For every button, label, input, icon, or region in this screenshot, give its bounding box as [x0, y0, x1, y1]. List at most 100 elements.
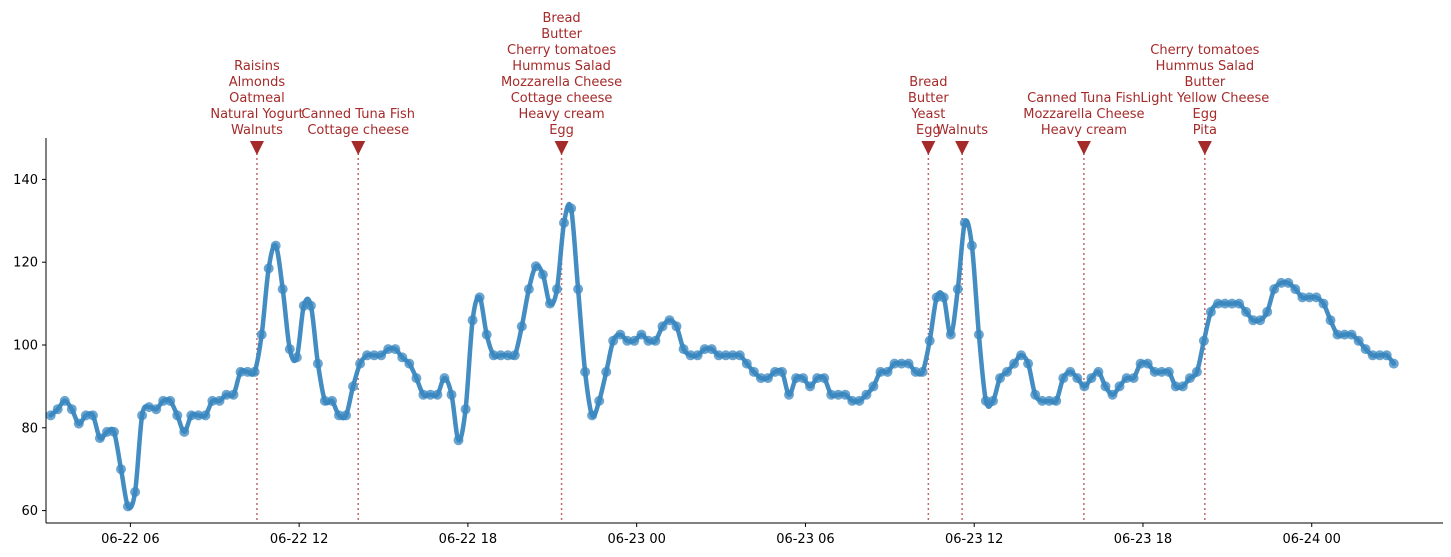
data-point-179	[1304, 292, 1315, 303]
data-point-81	[615, 329, 626, 340]
data-point-9	[109, 426, 119, 437]
data-point-137	[1009, 358, 1020, 369]
meal-label-6-5: Pita	[1193, 123, 1217, 138]
data-point-20	[186, 410, 197, 421]
data-point-100	[748, 366, 759, 377]
data-point-181	[1318, 298, 1329, 309]
meal-label-5-1: Mozzarella Cheese	[1023, 107, 1144, 122]
data-point-54	[425, 389, 436, 400]
data-point-147	[1079, 381, 1090, 392]
data-point-191	[1388, 358, 1399, 369]
data-point-6	[87, 410, 98, 421]
data-point-142	[1044, 395, 1055, 406]
data-point-97	[727, 350, 738, 361]
data-point-26	[228, 389, 239, 400]
data-point-168	[1227, 298, 1237, 309]
data-point-123	[910, 366, 921, 377]
data-point-0	[45, 410, 56, 421]
meal-label-0-1: Almonds	[229, 75, 286, 90]
y-tick-label-4: 140	[13, 173, 38, 188]
data-point-85	[643, 335, 654, 346]
data-point-76	[580, 366, 591, 377]
meal-label-6-2: Butter	[1184, 75, 1225, 90]
data-point-48	[383, 344, 394, 355]
data-point-178	[1297, 292, 1308, 303]
data-point-83	[629, 335, 640, 346]
data-point-114	[847, 395, 858, 406]
data-point-119	[882, 366, 893, 377]
data-point-89	[671, 321, 682, 332]
data-point-37	[305, 300, 316, 311]
data-point-38	[312, 358, 323, 369]
data-point-189	[1374, 350, 1385, 361]
data-point-126	[931, 292, 942, 303]
data-point-143	[1051, 395, 1062, 406]
data-point-7	[94, 433, 105, 444]
data-point-175	[1276, 277, 1287, 288]
meal-label-0-0: Raisins	[234, 59, 280, 74]
meal-marker-6	[1197, 141, 1212, 155]
meal-label-6-1: Hummus Salad	[1156, 59, 1255, 74]
data-point-3	[66, 404, 77, 415]
glucose-points	[45, 203, 1399, 512]
data-point-77	[587, 410, 598, 421]
data-point-102	[762, 373, 773, 384]
data-point-42	[341, 410, 351, 421]
axes: 60 80 100 120 140 06-22 06 06-22 12 06-22 18 06-…	[13, 138, 1443, 547]
x-tick-label-7: 06-24 00	[1283, 532, 1341, 547]
data-point-162	[1184, 373, 1195, 384]
data-point-27	[235, 366, 246, 377]
y-tick-label-3: 120	[13, 256, 38, 271]
meal-marker-1	[351, 141, 366, 155]
data-point-132	[973, 329, 984, 340]
data-point-164	[1198, 335, 1209, 346]
data-point-30	[256, 329, 267, 340]
data-point-78	[594, 395, 605, 406]
data-point-99	[741, 358, 752, 369]
data-point-90	[678, 344, 689, 355]
data-point-127	[938, 292, 949, 303]
data-point-46	[369, 350, 380, 361]
data-point-82	[622, 335, 633, 346]
data-point-113	[840, 389, 851, 400]
meal-marker-3	[921, 141, 936, 155]
data-point-11	[123, 501, 133, 512]
data-point-5	[80, 410, 91, 421]
data-point-95	[713, 350, 724, 361]
data-point-35	[291, 352, 302, 363]
meal-label-6-4: Egg	[1192, 107, 1217, 122]
meal-label-3-3: Egg	[916, 123, 941, 138]
data-point-62	[481, 329, 492, 340]
data-point-16	[158, 395, 169, 406]
data-point-58	[453, 435, 464, 446]
data-point-101	[755, 373, 766, 384]
data-point-138	[1016, 350, 1027, 361]
data-point-4	[73, 418, 84, 429]
meal-marker-0	[249, 141, 264, 155]
meal-label-2-4: Mozzarella Cheese	[501, 75, 622, 90]
data-point-186	[1353, 335, 1364, 346]
data-point-25	[221, 389, 232, 400]
x-tick-label-5: 06-23 12	[945, 532, 1003, 547]
data-point-109	[812, 373, 823, 384]
data-point-66	[509, 350, 520, 361]
data-point-98	[734, 350, 745, 361]
meal-label-2-3: Hummus Salad	[512, 59, 611, 74]
data-point-166	[1213, 298, 1223, 309]
meal-label-2-0: Bread	[542, 11, 580, 26]
data-point-125	[924, 335, 935, 346]
data-point-165	[1205, 306, 1216, 317]
data-point-41	[334, 410, 344, 421]
data-point-188	[1367, 350, 1378, 361]
data-point-155	[1135, 358, 1146, 369]
data-point-32	[270, 240, 281, 251]
data-point-167	[1220, 298, 1230, 309]
data-point-60	[467, 315, 478, 326]
data-point-68	[523, 284, 534, 295]
y-tick-label-1: 80	[21, 421, 38, 436]
data-point-61	[474, 292, 485, 303]
y-tick-label-2: 100	[13, 338, 38, 353]
data-point-34	[284, 344, 295, 355]
data-point-22	[200, 410, 211, 421]
data-point-183	[1332, 329, 1343, 340]
